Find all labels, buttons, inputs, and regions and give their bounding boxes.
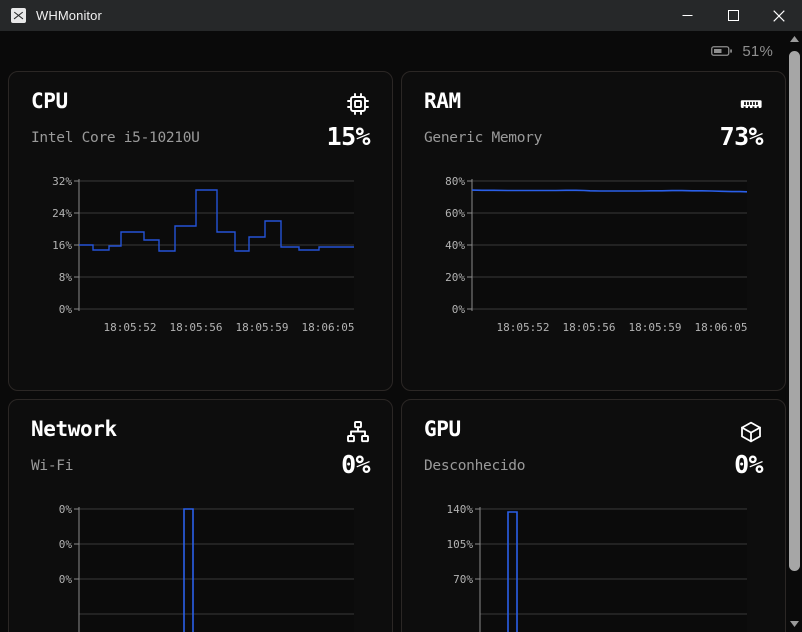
ram-card-header: RAM bbox=[424, 89, 763, 116]
metrics-grid: CPU Intel Core i5-10210U bbox=[0, 71, 787, 632]
ram-xtick-1: 18:05:56 bbox=[563, 321, 616, 334]
cpu-xtick-3: 18:06:05 bbox=[302, 321, 355, 334]
cpu-chip-icon bbox=[346, 92, 370, 116]
cpu-xtick-0: 18:05:52 bbox=[104, 321, 157, 334]
network-nodes-icon bbox=[346, 420, 370, 444]
minimize-button[interactable] bbox=[664, 0, 710, 31]
ram-ytick-1: 20% bbox=[445, 271, 465, 284]
vertical-scrollbar[interactable] bbox=[787, 31, 802, 632]
memory-stick-icon bbox=[739, 92, 763, 116]
cpu-card[interactable]: CPU Intel Core i5-10210U bbox=[8, 71, 393, 391]
gpu-card[interactable]: GPU Desconhecido 0% bbox=[401, 399, 786, 632]
gpu-ytick-2: 140% bbox=[447, 503, 474, 516]
gpu-chart: 140% 105% 70% bbox=[424, 499, 763, 632]
ram-chart: 80% 60% 40% 20% 0% 18:05:52 18:05:56 18:… bbox=[424, 171, 763, 356]
battery-percent-label: 51% bbox=[742, 42, 773, 60]
network-device-name: Wi-Fi bbox=[31, 458, 74, 474]
ram-xtick-3: 18:06:05 bbox=[695, 321, 748, 334]
gpu-card-title: GPU bbox=[424, 417, 461, 441]
cpu-ytick-3: 24% bbox=[52, 207, 72, 220]
network-ytick-0: 0% bbox=[59, 573, 73, 586]
ram-card-title: RAM bbox=[424, 89, 461, 113]
gpu-usage-value: 0% bbox=[734, 450, 764, 479]
cpu-xtick-1: 18:05:56 bbox=[170, 321, 223, 334]
cpu-ytick-0: 0% bbox=[59, 303, 73, 316]
window-title: WHMonitor bbox=[36, 8, 102, 23]
gpu-ytick-1: 105% bbox=[447, 538, 474, 551]
title-bar-left: WHMonitor bbox=[0, 0, 664, 31]
scroll-up-arrow-icon[interactable] bbox=[787, 31, 802, 47]
gpu-ytick-0: 70% bbox=[453, 573, 473, 586]
ram-device-name: Generic Memory bbox=[424, 130, 543, 146]
gpu-cube-icon bbox=[739, 420, 763, 444]
scroll-down-arrow-icon[interactable] bbox=[787, 616, 802, 632]
cpu-device-name: Intel Core i5-10210U bbox=[31, 130, 200, 146]
network-card-header: Network bbox=[31, 417, 370, 444]
title-bar: WHMonitor bbox=[0, 0, 802, 31]
gpu-card-subrow: Desconhecido 0% bbox=[424, 450, 764, 479]
cpu-card-subrow: Intel Core i5-10210U 15% bbox=[31, 122, 371, 151]
ram-chart-svg: 80% 60% 40% 20% 0% 18:05:52 18:05:56 18:… bbox=[445, 175, 748, 334]
network-series-line bbox=[183, 508, 194, 632]
scrollbar-thumb[interactable] bbox=[789, 51, 800, 571]
battery-icon bbox=[711, 46, 733, 56]
network-card-title: Network bbox=[31, 417, 117, 441]
ram-series-line bbox=[471, 189, 748, 193]
window-controls bbox=[664, 0, 802, 31]
close-button[interactable] bbox=[756, 0, 802, 31]
cpu-ytick-2: 16% bbox=[52, 239, 72, 252]
cpu-card-title: CPU bbox=[31, 89, 68, 113]
gpu-chart-svg: 140% 105% 70% bbox=[447, 503, 747, 632]
ram-usage-value: 73% bbox=[719, 122, 764, 151]
gpu-device-name: Desconhecido bbox=[424, 458, 526, 474]
network-ytick-1: 0% bbox=[59, 538, 73, 551]
minimize-icon bbox=[682, 15, 692, 16]
gpu-series-line bbox=[507, 511, 518, 632]
gpu-card-header: GPU bbox=[424, 417, 763, 444]
network-chart-svg: 0% 0% 0% bbox=[59, 503, 354, 632]
ram-ytick-2: 40% bbox=[445, 239, 465, 252]
cpu-usage-value: 15% bbox=[326, 122, 371, 151]
whmonitor-logo-icon bbox=[11, 8, 26, 23]
cpu-chart: 32% 24% 16% 8% 0% 18:05:52 18:05:56 18:0… bbox=[31, 171, 370, 356]
close-icon bbox=[773, 9, 785, 22]
ram-card[interactable]: RAM Generic Memory 73% bbox=[401, 71, 786, 391]
network-card[interactable]: Network Wi-Fi 0% bbox=[8, 399, 393, 632]
ram-xtick-2: 18:05:59 bbox=[629, 321, 682, 334]
ram-ytick-3: 60% bbox=[445, 207, 465, 220]
network-card-subrow: Wi-Fi 0% bbox=[31, 450, 371, 479]
cpu-ytick-1: 8% bbox=[59, 271, 73, 284]
ram-card-subrow: Generic Memory 73% bbox=[424, 122, 764, 151]
ram-xtick-0: 18:05:52 bbox=[497, 321, 550, 334]
cpu-card-header: CPU bbox=[31, 89, 370, 116]
cpu-xtick-2: 18:05:59 bbox=[236, 321, 289, 334]
scrollbar-track[interactable] bbox=[787, 47, 802, 616]
content-area: 51% CPU bbox=[0, 31, 787, 632]
cpu-chart-svg: 32% 24% 16% 8% 0% 18:05:52 18:05:56 18:0… bbox=[52, 175, 355, 334]
ram-ytick-4: 80% bbox=[445, 175, 465, 188]
network-ytick-2: 0% bbox=[59, 503, 73, 516]
ram-ytick-0: 0% bbox=[452, 303, 466, 316]
maximize-button[interactable] bbox=[710, 0, 756, 31]
cpu-ytick-4: 32% bbox=[52, 175, 72, 188]
network-chart: 0% 0% 0% bbox=[31, 499, 370, 632]
maximize-icon bbox=[727, 10, 739, 21]
status-bar: 51% bbox=[0, 31, 787, 71]
network-usage-value: 0% bbox=[341, 450, 371, 479]
cpu-series-line bbox=[79, 189, 354, 252]
